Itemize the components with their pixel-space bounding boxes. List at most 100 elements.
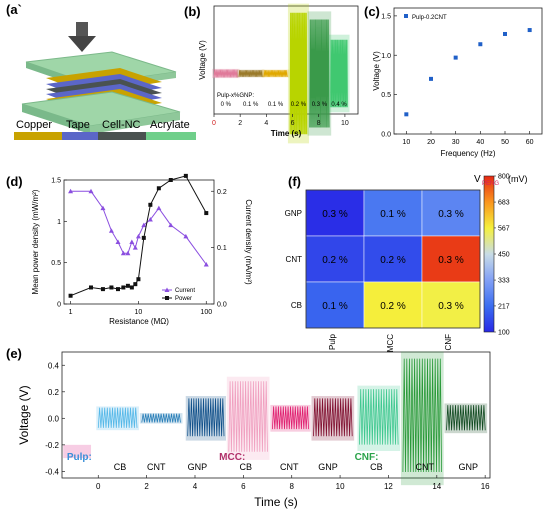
- panel-label-e: (e): [6, 346, 22, 361]
- x-tick-label: 12: [384, 482, 393, 491]
- panel-label-d: (d): [6, 174, 23, 189]
- data-point: [68, 188, 74, 194]
- annotation-label: Pulp-x%GNP:: [217, 93, 254, 99]
- panel-e-chart: CB CNT GNP CB CNT GNP CB CNT GNP Pulp: MCC: CNF: 0 2 4…: [17, 351, 491, 509]
- heatmap-cell-label: 0.2 %: [322, 255, 348, 266]
- voltage-trace: [359, 389, 399, 445]
- y-tick-label-left: 0: [57, 302, 61, 309]
- y-tick-label: -0.4: [45, 467, 59, 476]
- data-point: [141, 235, 146, 240]
- y-tick-label-left: 1.5: [51, 178, 61, 185]
- panel-c-chart: 10 20 30 40 50 60 0.0 0.5 1.0 1.5 Pulp-0.2CNT Frequ…: [372, 7, 543, 158]
- press-arrow-head: [68, 36, 96, 52]
- colorbar-tick-label: 800: [498, 174, 510, 181]
- col-label: MCC: [386, 334, 395, 352]
- y-tick-label: 0.2: [48, 388, 60, 397]
- y-axis-label-right: Current density (mA/m²): [244, 199, 253, 285]
- colorbar-tick-label: 683: [498, 200, 510, 207]
- x-tick-label: 2: [144, 482, 149, 491]
- x-tick-label: 8: [289, 482, 294, 491]
- data-point: [120, 250, 126, 256]
- voltage-trace: [289, 12, 308, 135]
- device-schematic: [21, 22, 181, 134]
- y-tick-label: 0.4: [48, 361, 60, 370]
- legend-acrylate-label: Acrylate: [150, 119, 190, 131]
- legend-marker: [404, 14, 408, 18]
- heatmap-cell-label: 0.2 %: [380, 301, 406, 312]
- data-point: [125, 250, 131, 256]
- voltage-trace: [228, 381, 268, 452]
- data-point: [203, 262, 209, 267]
- data-point: [100, 287, 105, 292]
- series-label: 0.4 %: [331, 102, 347, 108]
- x-tick-label: 50: [501, 139, 509, 146]
- x-tick-label: 10: [341, 120, 349, 127]
- heatmap-cell-label: 0.3 %: [322, 209, 348, 220]
- panel-label-f: (f): [288, 174, 301, 189]
- series-label: GNP: [458, 462, 478, 472]
- x-axis-label: Resistance (MΩ): [109, 317, 169, 326]
- data-point: [125, 283, 130, 288]
- colorbar-tick-label: 567: [498, 225, 510, 232]
- col-label: Pulp: [328, 333, 337, 350]
- series-label: 0.1 %: [243, 102, 259, 108]
- data-point: [115, 287, 120, 292]
- x-tick-label: 2: [238, 120, 242, 127]
- press-arrow-shaft: [76, 22, 88, 36]
- data-point: [183, 173, 188, 178]
- x-tick-label: 4: [264, 120, 268, 127]
- heatmap-cell: [305, 235, 365, 283]
- heatmap-cell: [421, 189, 481, 237]
- voltage-trace: [187, 398, 225, 437]
- x-tick-label: 6: [241, 482, 246, 491]
- plot-frame: [61, 351, 491, 479]
- panel-label-a: (a`: [6, 2, 22, 17]
- y-tick-label: 0.0: [381, 132, 391, 139]
- legend-current-label: Current: [175, 288, 195, 294]
- legend-copper-label: Copper: [16, 119, 52, 131]
- col-label: CNF: [444, 334, 453, 351]
- data-point: [129, 285, 134, 290]
- series-label: 0.3 %: [312, 102, 328, 108]
- x-tick-label: 14: [432, 482, 441, 491]
- x-tick-label: 10: [402, 139, 410, 146]
- colorbar-unit: (mV): [508, 174, 528, 184]
- legend-acrylate-swatch: [146, 132, 196, 140]
- data-point: [88, 188, 94, 194]
- colorbar-title: V: [474, 174, 481, 185]
- y-axis-label: Voltage (V): [17, 385, 31, 444]
- heatmap-cell: [363, 235, 423, 283]
- heatmap-cell-label: 0.3 %: [438, 209, 464, 220]
- heatmap-frame: [305, 189, 481, 329]
- series-label: CNT: [280, 462, 299, 472]
- legend-label: Pulp-0.2CNT: [412, 15, 447, 21]
- data-point: [204, 211, 209, 216]
- plot-frame: [393, 7, 543, 135]
- x-tick-label: 0: [212, 120, 216, 127]
- pink-band: [63, 444, 92, 459]
- data-point: [133, 282, 138, 287]
- y-axis-label: Voltage (V): [198, 40, 207, 80]
- x-tick-label: 0: [96, 482, 101, 491]
- x-tick-label: 6: [291, 120, 295, 127]
- x-tick-label: 60: [526, 139, 534, 146]
- x-axis-label: Time (s): [271, 129, 302, 138]
- x-tick-label: 10: [135, 309, 143, 316]
- x-tick-label: 10: [336, 482, 345, 491]
- y-axis-label: Voltage (V): [372, 51, 381, 91]
- plot-frame: [63, 179, 215, 305]
- voltage-trace: [141, 413, 181, 423]
- legend-tape-swatch: [62, 132, 98, 140]
- data-point: [156, 186, 161, 191]
- data-point: [148, 202, 153, 207]
- plot-frame: [213, 5, 359, 115]
- x-tick-label: 20: [427, 139, 435, 146]
- data-point: [404, 112, 409, 117]
- heatmap-cell-label: 0.3 %: [438, 301, 464, 312]
- group-label: Pulp:: [67, 452, 92, 463]
- legend-cellnc-label: Cell-NC: [102, 119, 141, 131]
- voltage-trace: [446, 405, 486, 431]
- y-axis-label-left: Mean power density (mW/m²): [31, 189, 40, 294]
- colorbar-tick-label: 217: [498, 303, 510, 310]
- data-point: [68, 293, 73, 298]
